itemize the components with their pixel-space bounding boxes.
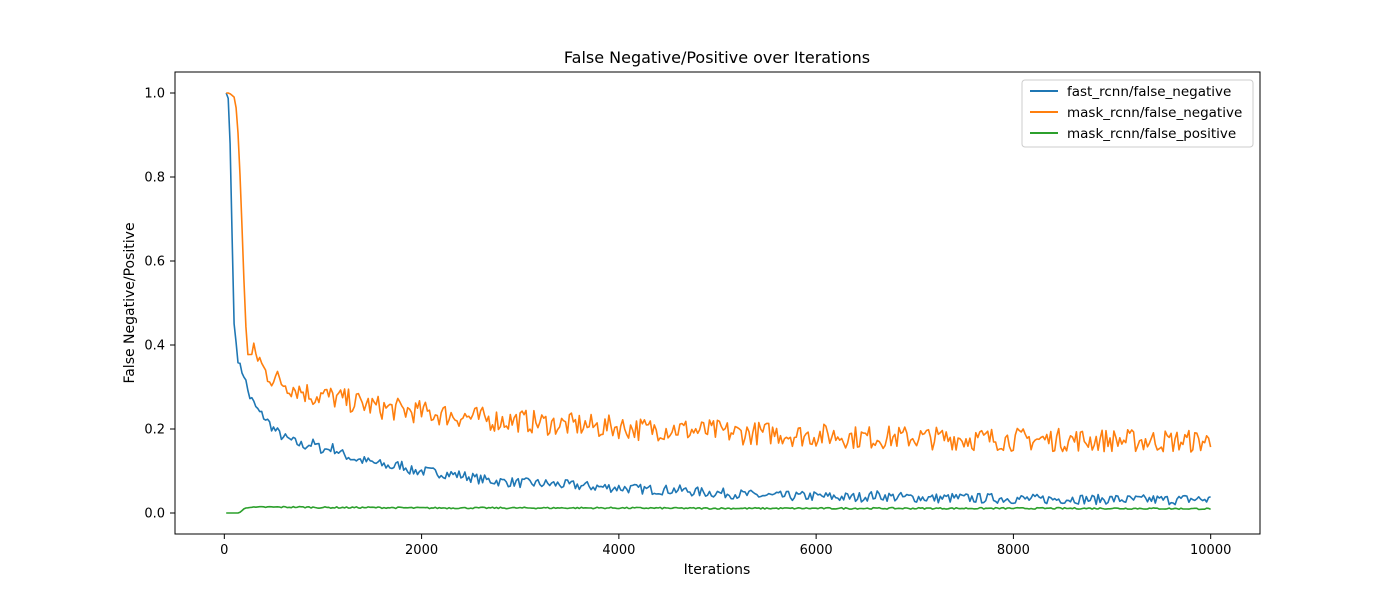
series-line-mask-rcnn-false-negative (226, 92, 1212, 453)
x-tick-label: 4000 (602, 543, 635, 558)
x-tick-label: 0 (220, 543, 228, 558)
plot-area-frame (174, 71, 1261, 535)
legend-label: mask_rcnn/false_negative (1067, 105, 1242, 121)
x-axis-label: Iterations (684, 562, 751, 578)
y-tick-label: 0.8 (144, 171, 165, 186)
legend-label: fast_rcnn/false_negative (1067, 84, 1231, 100)
chart-title: False Negative/Positive over Iterations (564, 48, 870, 67)
y-tick-label: 0.0 (144, 507, 165, 522)
x-tick-label: 8000 (997, 543, 1030, 558)
y-tick-label: 0.2 (144, 423, 165, 438)
x-tick-label: 6000 (800, 543, 833, 558)
legend: fast_rcnn/false_negative mask_rcnn/false_… (1021, 79, 1254, 148)
x-tick-label: 10000 (1190, 543, 1231, 558)
y-tick-label: 0.4 (144, 339, 165, 354)
y-axis-label: False Negative/Positive (122, 222, 138, 383)
x-tick-label: 2000 (405, 543, 438, 558)
series-layer (225, 92, 1212, 514)
x-axis: 0 2000 4000 6000 8000 10000 (220, 534, 1231, 558)
y-tick-label: 0.6 (144, 255, 165, 270)
y-axis: 0.0 0.2 0.4 0.6 0.8 1.0 (144, 87, 175, 522)
series-line-mask-rcnn-false-positive (226, 505, 1211, 514)
series-line-fast-rcnn-false-negative (225, 92, 1211, 506)
legend-box (1021, 79, 1254, 148)
legend-label: mask_rcnn/false_positive (1067, 126, 1236, 142)
y-tick-label: 1.0 (144, 87, 165, 102)
